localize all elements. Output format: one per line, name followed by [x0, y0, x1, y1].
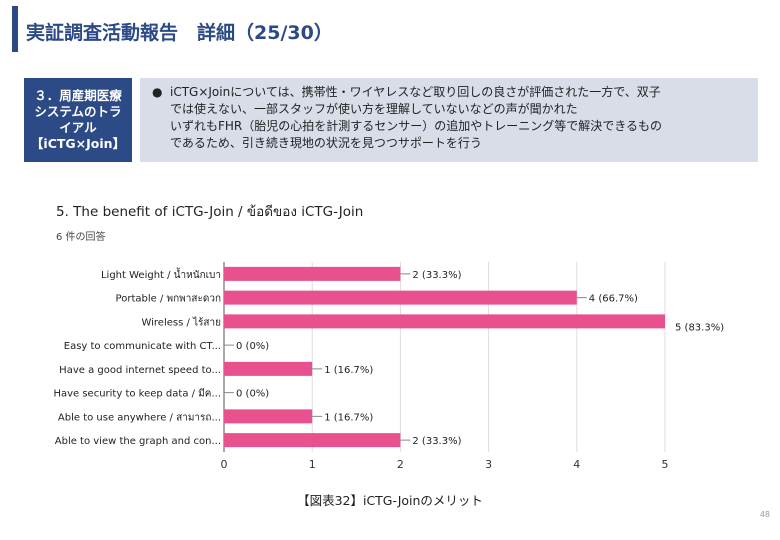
- x-tick-label: 2: [397, 458, 404, 471]
- bar: [224, 361, 313, 376]
- x-tick-label: 1: [309, 458, 316, 471]
- section-label-line: 【iCTG×Join】: [30, 136, 126, 151]
- section-label-line: ３．周産期医療: [34, 88, 122, 103]
- section-label-line: イアル: [59, 120, 97, 135]
- chart-title: 5. The benefit of iCTG-Join / ข้อดีของ i…: [56, 204, 364, 220]
- bar: [224, 433, 401, 448]
- bar: [224, 290, 577, 305]
- category-label: Able to view the graph and con...: [55, 436, 221, 447]
- chart-subtitle: 6 件の回答: [56, 232, 106, 243]
- description-line: いずれもFHR（胎児の心拍を計測するセンサー）の追加やトレーニング等で解決できる…: [170, 119, 663, 133]
- category-label: Portable / พกพาสะดวก: [116, 294, 221, 305]
- description-line: iCTG×Joinについては、携帯性・ワイヤレスなど取り回しの良さが評価された一…: [170, 85, 661, 99]
- section-label-line: システムのトラ: [34, 104, 122, 119]
- bar: [224, 314, 665, 329]
- description-line: であるため、引き続き現地の状況を見つつサポートを行う: [170, 136, 482, 150]
- data-label: 2 (33.3%): [412, 436, 461, 447]
- bullet-icon: ●: [152, 85, 163, 99]
- category-label: Have a good internet speed to...: [59, 365, 221, 376]
- title-accent-bar: [12, 6, 18, 52]
- x-tick-label: 0: [221, 458, 228, 471]
- x-tick-label: 4: [573, 458, 580, 471]
- page-number: 48: [759, 510, 770, 519]
- description-line: では使えない、一部スタッフが使い方を理解していないなどの声が聞かれた: [170, 102, 578, 116]
- x-tick-label: 3: [485, 458, 492, 471]
- category-label: Able to use anywhere / สามารถ...: [58, 412, 221, 423]
- figure-caption: 【図表32】iCTG-Joinのメリット: [297, 493, 483, 508]
- category-label: Light Weight / น้ำหนักเบา: [101, 267, 221, 281]
- data-label: 1 (16.7%): [324, 412, 373, 423]
- category-label: Wireless / ไร้สาย: [141, 316, 221, 328]
- data-label: 5 (83.3%): [675, 322, 724, 333]
- data-label: 1 (16.7%): [324, 365, 373, 376]
- data-label: 0 (0%): [236, 341, 269, 352]
- category-label: Easy to communicate with CT...: [64, 341, 221, 352]
- bar: [224, 409, 313, 424]
- data-label: 4 (66.7%): [589, 294, 638, 305]
- section-label-box: ３．周産期医療 システムのトラ イアル 【iCTG×Join】: [24, 78, 132, 162]
- x-tick-label: 5: [662, 458, 669, 471]
- data-label: 0 (0%): [236, 389, 269, 400]
- bar: [224, 266, 401, 281]
- category-label: Have security to keep data / มีค...: [53, 388, 221, 400]
- page-title: 実証調査活動報告 詳細（25/30）: [26, 22, 333, 44]
- data-label: 2 (33.3%): [412, 270, 461, 281]
- description-box: ● iCTG×Joinについては、携帯性・ワイヤレスなど取り回しの良さが評価され…: [140, 78, 758, 162]
